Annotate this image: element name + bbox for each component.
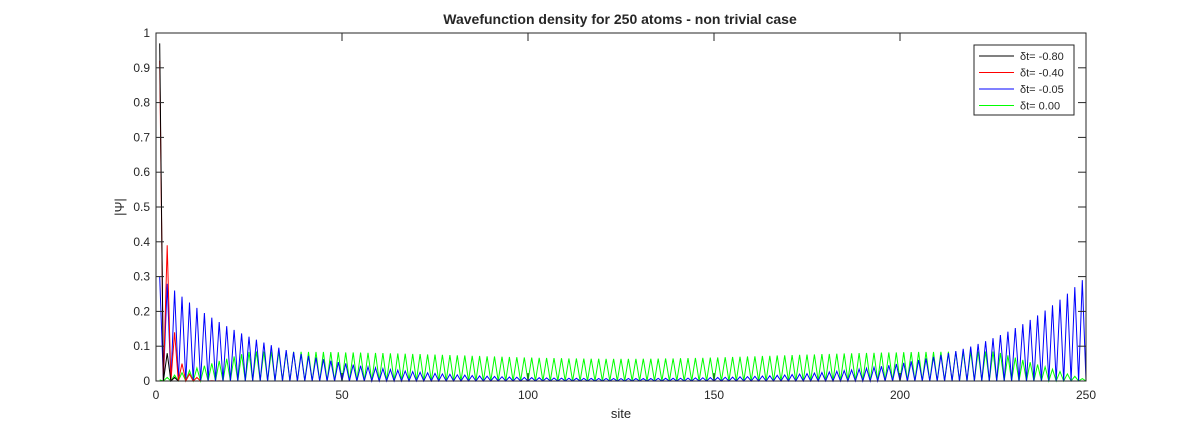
- legend-entry-label: δt= -0.05: [1020, 84, 1064, 96]
- x-tick-label: 200: [890, 388, 910, 402]
- chart-title: Wavefunction density for 250 atoms - non…: [443, 11, 797, 27]
- x-tick-label: 150: [704, 388, 724, 402]
- y-tick-label: 0.3: [133, 270, 150, 284]
- y-tick-label: 0.9: [133, 61, 150, 75]
- series-line-dt-0.05: [159, 276, 1087, 383]
- x-axis-label: site: [611, 406, 631, 421]
- y-axis-label: |Ψ|: [112, 198, 127, 216]
- legend-entry-label: δt= -0.80: [1020, 51, 1064, 63]
- y-tick-label: 0.7: [133, 130, 150, 144]
- y-tick-label: 0.2: [133, 304, 150, 318]
- legend-entry-label: δt= -0.40: [1020, 68, 1064, 80]
- legend-box: [973, 44, 1075, 116]
- x-tick-label: 0: [153, 388, 160, 402]
- y-tick-label: 0: [143, 374, 150, 388]
- legend: δt= -0.80 δt= -0.40 δt= -0.05 δt= 0.00: [973, 44, 1075, 116]
- legend-entry-label: δt= 0.00: [1020, 101, 1060, 113]
- x-tick-label: 50: [335, 388, 349, 402]
- x-tick-label: 100: [518, 388, 538, 402]
- y-tick-label: 0.4: [133, 235, 150, 249]
- y-tick-label: 0.1: [133, 339, 150, 353]
- y-tick-label: 0.6: [133, 165, 150, 179]
- y-tick-label: 0.8: [133, 96, 150, 110]
- tick-layer: 0 50 100 150 200 250 0 0.1 0.2 0.3 0.4 0.5 0.6 0.7 0.8…: [133, 26, 1096, 402]
- y-tick-label: 1: [143, 26, 150, 40]
- y-tick-label: 0.5: [133, 200, 150, 214]
- x-tick-label: 250: [1076, 388, 1096, 402]
- plot-area: [156, 33, 1086, 381]
